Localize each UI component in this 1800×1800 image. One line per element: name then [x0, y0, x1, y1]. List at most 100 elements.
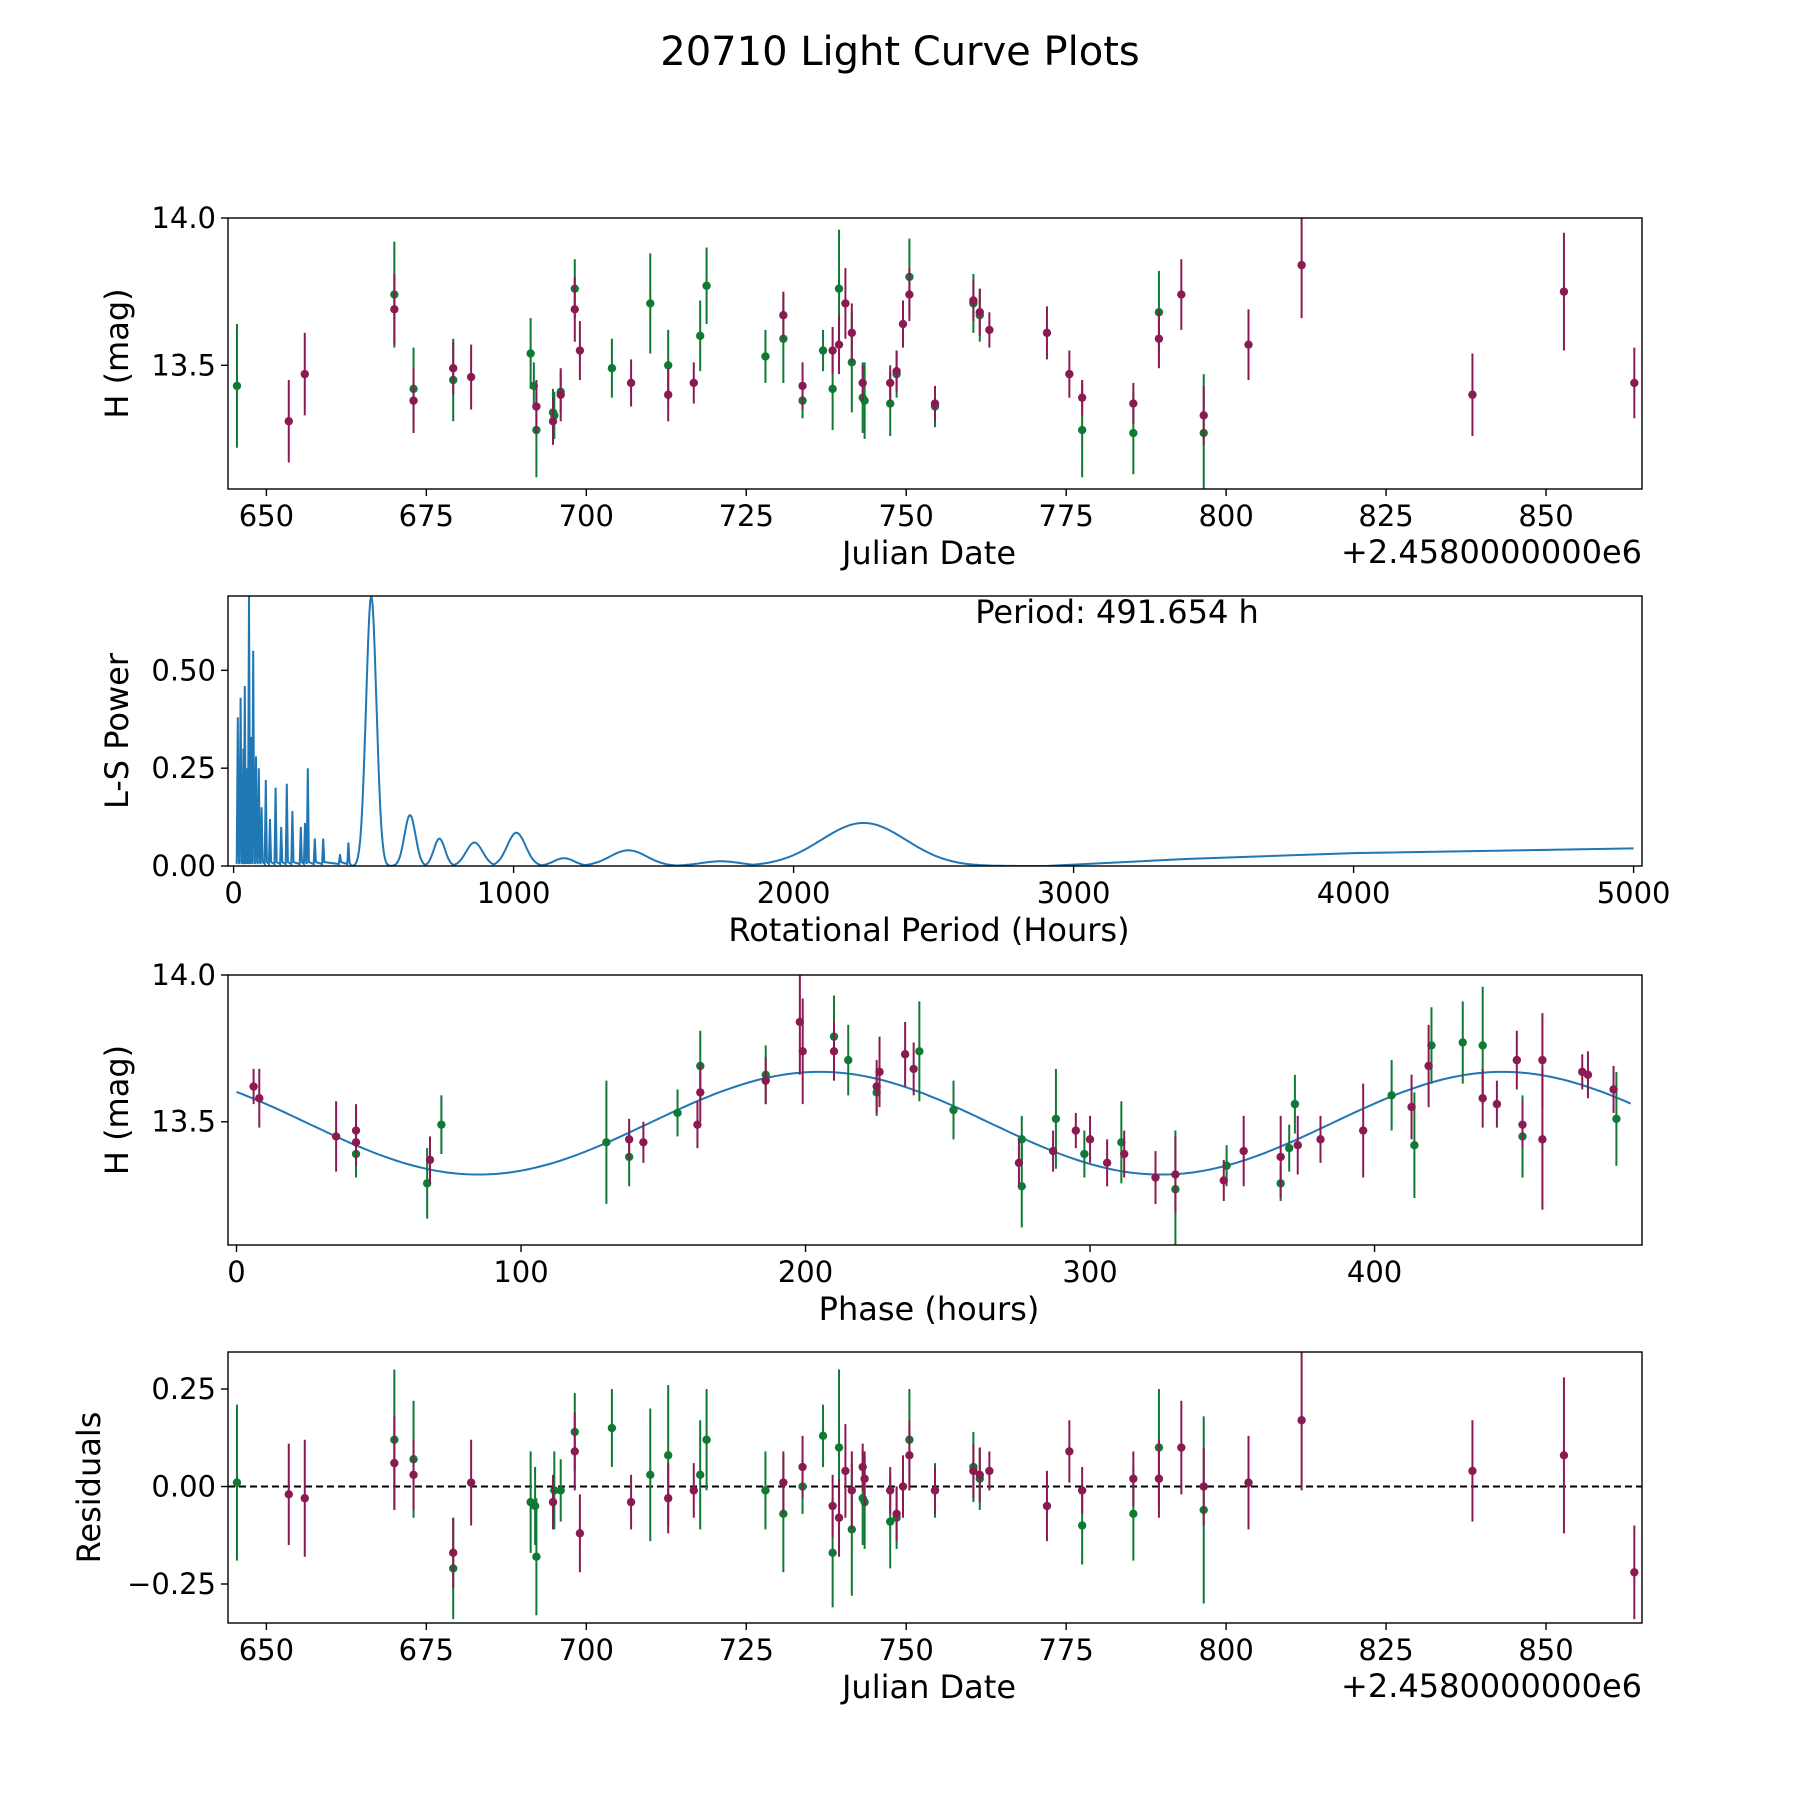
- data-point: [841, 1424, 850, 1518]
- point-marker: [1119, 1149, 1129, 1159]
- point-marker: [1102, 1158, 1112, 1168]
- point-marker: [1014, 1158, 1024, 1168]
- point-marker: [255, 1094, 264, 1103]
- data-point: [1424, 1024, 1433, 1108]
- point-marker: [1077, 393, 1087, 402]
- data-point: [969, 1443, 978, 1499]
- point-marker: [834, 1443, 844, 1452]
- panel-ls: Period: 491.654 h 0 1000 2000 3000 4000 5000 0.…: [98, 593, 1671, 949]
- data-point: [834, 315, 844, 375]
- point-marker: [860, 396, 869, 405]
- data-point: [351, 1118, 361, 1166]
- x-tick-label: 725: [719, 1633, 774, 1667]
- data-point: [1129, 382, 1138, 425]
- data-point: [1219, 1159, 1228, 1201]
- series-green: [232, 229, 1208, 489]
- series-green: [351, 986, 1621, 1245]
- point-marker: [875, 1067, 884, 1077]
- data-point: [818, 1404, 828, 1468]
- figure-title: 20710 Light Curve Plots: [660, 29, 1139, 75]
- data-point: [695, 1420, 705, 1530]
- data-point: [930, 385, 940, 422]
- point-marker: [975, 308, 984, 317]
- point-marker: [1358, 1126, 1368, 1135]
- point-marker: [892, 366, 901, 376]
- periodogram-line: [235, 596, 1634, 866]
- point-marker: [1077, 1486, 1087, 1495]
- point-marker: [905, 1451, 914, 1460]
- data-point: [985, 1451, 994, 1491]
- point-marker: [1407, 1102, 1416, 1112]
- point-marker: [530, 1501, 540, 1511]
- point-marker: [886, 399, 895, 408]
- data-point: [761, 329, 770, 383]
- data-point: [673, 1089, 682, 1137]
- point-marker: [985, 325, 994, 335]
- data-point: [949, 1080, 958, 1140]
- point-marker: [1478, 1041, 1487, 1050]
- data-point: [1102, 1139, 1112, 1187]
- data-point: [1129, 1451, 1138, 1507]
- x-axis-label: Phase (hours): [819, 1290, 1040, 1328]
- point-marker: [1297, 260, 1306, 270]
- data-point: [975, 1447, 984, 1503]
- point-marker: [1424, 1061, 1433, 1071]
- point-marker: [673, 1108, 682, 1118]
- data-point: [639, 1121, 648, 1163]
- x-tick-label: 700: [559, 499, 614, 533]
- point-marker: [779, 1478, 788, 1487]
- point-marker: [1297, 1416, 1306, 1425]
- data-point: [892, 1486, 901, 1542]
- panel-phase: 0 100 200 300 400 13.5 14.0 Phase (hours) H (mag…: [98, 958, 1643, 1328]
- point-marker: [663, 1494, 673, 1503]
- panels: 650 675 700 725 750 775 800 825 850 13.5 14.0 Julia…: [70, 201, 1671, 1706]
- data-point: [975, 288, 984, 336]
- x-tick-label: 0: [224, 876, 242, 910]
- point-marker: [1630, 378, 1639, 388]
- x-tick-label: 675: [399, 1633, 454, 1667]
- point-marker: [1387, 1091, 1396, 1100]
- point-marker: [689, 378, 698, 388]
- point-marker: [841, 1466, 850, 1476]
- point-marker: [1154, 1474, 1164, 1483]
- panel-lc: 650 675 700 725 750 775 800 825 850 13.5 14.0 Julia…: [98, 201, 1643, 572]
- data-point: [409, 368, 418, 434]
- data-point: [969, 279, 978, 322]
- point-marker: [548, 417, 558, 426]
- x-tick-label: 200: [778, 1255, 833, 1289]
- data-point: [607, 1389, 617, 1468]
- data-point: [1065, 350, 1074, 398]
- point-marker: [1478, 1094, 1487, 1103]
- point-marker: [1630, 1568, 1639, 1577]
- point-marker: [1077, 1521, 1087, 1530]
- data-point: [898, 300, 908, 348]
- data-point: [858, 365, 867, 401]
- point-marker: [985, 1466, 994, 1476]
- point-marker: [1492, 1099, 1502, 1109]
- x-tick-label: 300: [1062, 1255, 1117, 1289]
- data-point: [1077, 380, 1087, 416]
- point-marker: [409, 1470, 418, 1480]
- data-point: [1297, 1352, 1306, 1491]
- x-tick-label: 800: [1198, 499, 1253, 533]
- data-point: [1065, 1420, 1074, 1483]
- data-point: [300, 1439, 309, 1557]
- data-point: [1239, 1115, 1248, 1187]
- point-marker: [693, 1120, 702, 1129]
- data-point: [1407, 1074, 1416, 1140]
- point-marker: [841, 299, 850, 308]
- data-point: [548, 1474, 558, 1530]
- point-marker: [829, 1047, 839, 1056]
- data-point: [905, 1420, 914, 1491]
- point-marker: [1048, 1146, 1058, 1156]
- point-marker: [779, 1509, 788, 1519]
- point-marker: [844, 1055, 853, 1065]
- data-point: [1048, 1130, 1058, 1172]
- data-point: [425, 1136, 435, 1184]
- x-tick-label: 750: [879, 499, 934, 533]
- point-marker: [646, 299, 655, 308]
- point-marker: [886, 1517, 895, 1526]
- point-marker: [425, 1155, 435, 1165]
- point-marker: [390, 305, 399, 314]
- data-point: [834, 1478, 844, 1557]
